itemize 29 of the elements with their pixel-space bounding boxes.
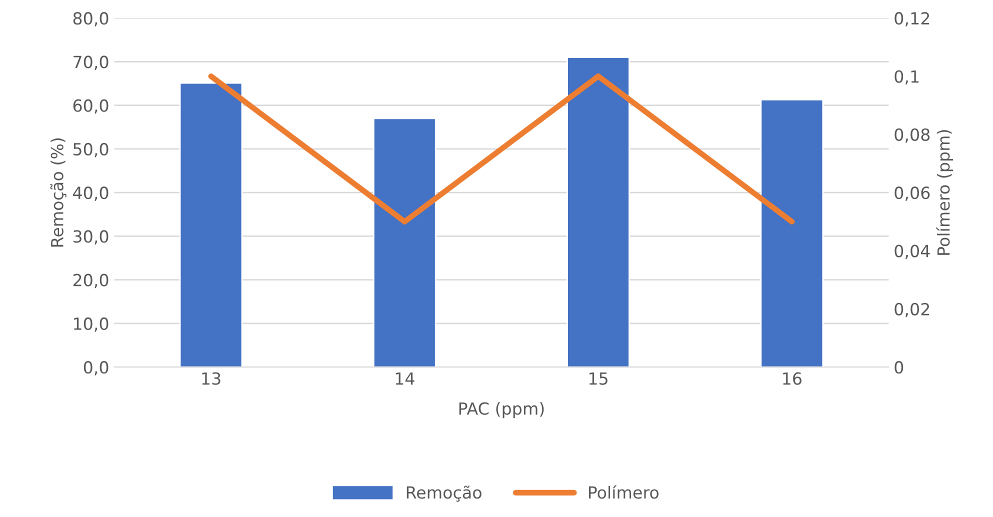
y-tick-label: 40,0 — [73, 186, 108, 201]
y-tick-label: 10,0 — [74, 317, 108, 332]
y2-tick-label: 0,02 — [894, 302, 930, 318]
y2-tick-label: 0 — [894, 361, 904, 374]
bar — [372, 118, 436, 368]
y-axis-title: Remoção (%) — [50, 138, 66, 247]
y-tick-label: 50,0 — [74, 142, 108, 158]
y-tick-label: 20,0 — [73, 274, 108, 288]
bar — [760, 98, 824, 368]
legend-label: Remoção — [406, 486, 482, 502]
x-tick-label: 16 — [783, 372, 802, 385]
bar — [566, 56, 630, 368]
y-tick-label: 70,0 — [74, 56, 108, 70]
y-tick-label: 0,0 — [84, 361, 108, 376]
x-tick-label: 15 — [590, 372, 608, 385]
y2-tick-label: 0,08 — [894, 128, 930, 143]
y-tick-label: 80,0 — [73, 12, 108, 26]
y2-tick-label: 0,06 — [894, 186, 930, 201]
y2-tick-label: 0,12 — [894, 12, 930, 26]
x-tick-label: 13 — [202, 372, 220, 385]
y2-axis-title: Polímero (ppm) — [936, 130, 954, 255]
bar — [179, 82, 243, 368]
y-tick-label: 60,0 — [73, 99, 108, 114]
x-tick-label: 14 — [396, 372, 414, 385]
y2-tick-label: 0,04 — [894, 244, 930, 260]
x-axis-title: PAC (ppm) — [459, 402, 544, 418]
legend-label: Polímero — [588, 485, 659, 499]
y2-tick-label: 0,1 — [894, 70, 919, 85]
y-tick-label: 30,0 — [73, 230, 108, 244]
